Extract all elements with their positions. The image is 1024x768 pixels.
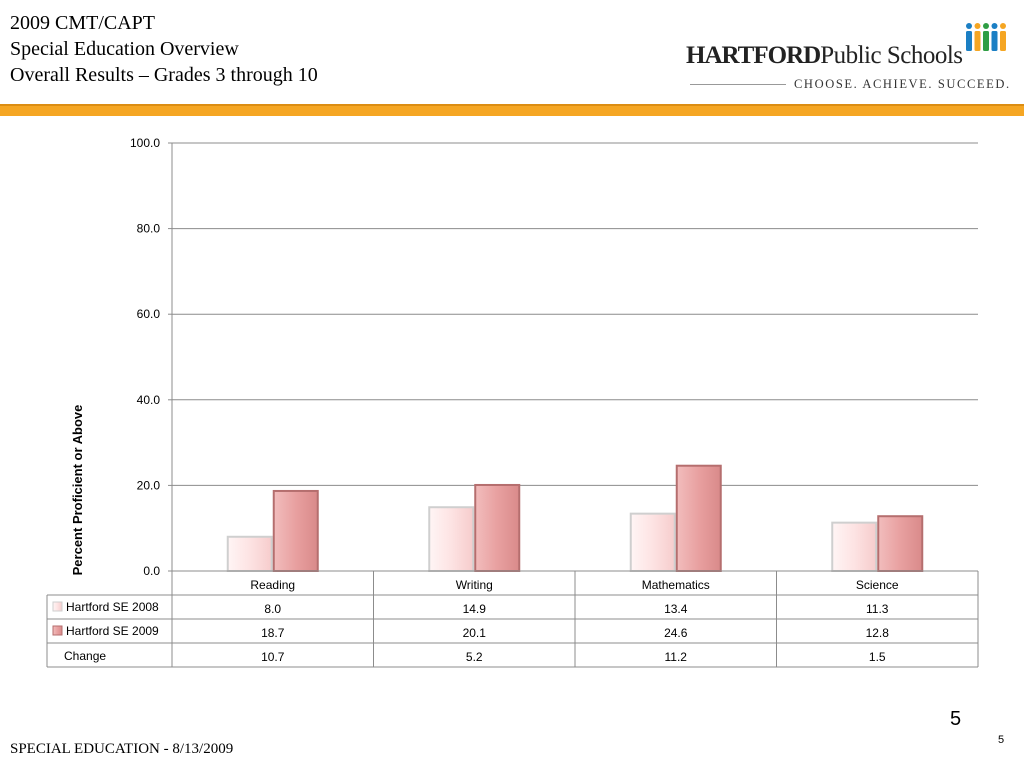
bar-reading-2008: [226, 535, 273, 573]
title-line-2: Special Education Overview: [10, 38, 239, 60]
table-cell: 10.7: [261, 650, 285, 664]
table-cell: 12.8: [866, 626, 890, 640]
figure-body-4: [1000, 31, 1006, 51]
y-tick-label-4: 80.0: [137, 222, 161, 236]
table-cell: 5.2: [466, 650, 483, 664]
bar-chart: 0.0 20.0 40.0 60.0 80.0 100.0 Reading Writing M…: [46, 136, 979, 668]
table-row-label-2: Change: [64, 649, 106, 663]
hartford-logo: HARTFORDPublic Schools CHOOSE. ACHIEVE. …: [686, 14, 1011, 94]
slide-title: 2009 CMT/CAPT Special Education Overview…: [10, 10, 318, 88]
page-number: 5: [950, 708, 962, 730]
y-tick-label-5: 100.0: [130, 136, 160, 150]
category-label-mathematics: Mathematics: [642, 578, 710, 592]
table-cell: 1.5: [869, 650, 886, 664]
figure-body-1: [974, 31, 981, 51]
logo-tagline: CHOOSE. ACHIEVE. SUCCEED.: [794, 77, 1011, 91]
bar-science-2008: [831, 521, 878, 572]
page-number-small: 5: [998, 734, 1005, 746]
bar-mathematics-2008: [629, 512, 676, 573]
figure-head-4: [1000, 23, 1006, 29]
table-cell: 24.6: [664, 626, 688, 640]
table-cell: 8.0: [264, 602, 281, 616]
bar-writing-2008: [428, 506, 475, 572]
footer-text: SPECIAL EDUCATION - 8/13/2009: [10, 741, 234, 757]
table-cell: 18.7: [261, 626, 285, 640]
bar-writing-2009: [474, 483, 521, 572]
table-cell: 14.9: [463, 602, 487, 616]
category-label-reading: Reading: [250, 578, 295, 592]
title-line-3: Overall Results – Grades 3 through 10: [10, 64, 318, 86]
legend-swatch-1: [52, 625, 63, 636]
figure-body-0: [966, 31, 972, 51]
figure-body-2: [983, 31, 989, 51]
figure-head-2: [983, 23, 989, 29]
category-label-writing: Writing: [456, 578, 493, 592]
bar-reading-2009: [272, 489, 319, 572]
y-tick-label-0: 0.0: [143, 564, 160, 578]
figure-head-3: [991, 23, 998, 29]
logo-name-bold: HARTFORD: [686, 42, 821, 69]
category-label-science: Science: [856, 578, 899, 592]
logo-name: HARTFORDPublic Schools: [686, 42, 963, 70]
title-line-1: 2009 CMT/CAPT: [10, 12, 156, 34]
table-cell: 11.2: [665, 650, 688, 664]
table-row-label-1: Hartford SE 2009: [66, 624, 159, 638]
table-row-label-0: Hartford SE 2008: [66, 600, 159, 614]
header-bar-shadow: [0, 104, 1024, 106]
bar-mathematics-2009: [675, 464, 722, 573]
y-tick-label-2: 40.0: [137, 393, 161, 407]
logo-name-regular: Public Schools: [820, 42, 963, 69]
figure-body-3: [991, 31, 998, 51]
figure-head-1: [974, 23, 981, 29]
y-tick-label-3: 60.0: [137, 307, 161, 321]
legend-swatch-0: [52, 601, 63, 612]
table-cell: 20.1: [463, 626, 487, 640]
people-figures-icon: [966, 23, 1006, 51]
y-axis-label: Percent Proficient or Above: [70, 405, 85, 576]
table-cell: 13.4: [664, 602, 688, 616]
bar-science-2009: [877, 515, 924, 573]
header-bar: [0, 106, 1024, 116]
figure-head-0: [966, 23, 972, 29]
logo-rule: [690, 84, 786, 85]
table-cell: 11.3: [866, 602, 889, 616]
y-tick-label-1: 20.0: [137, 478, 161, 492]
